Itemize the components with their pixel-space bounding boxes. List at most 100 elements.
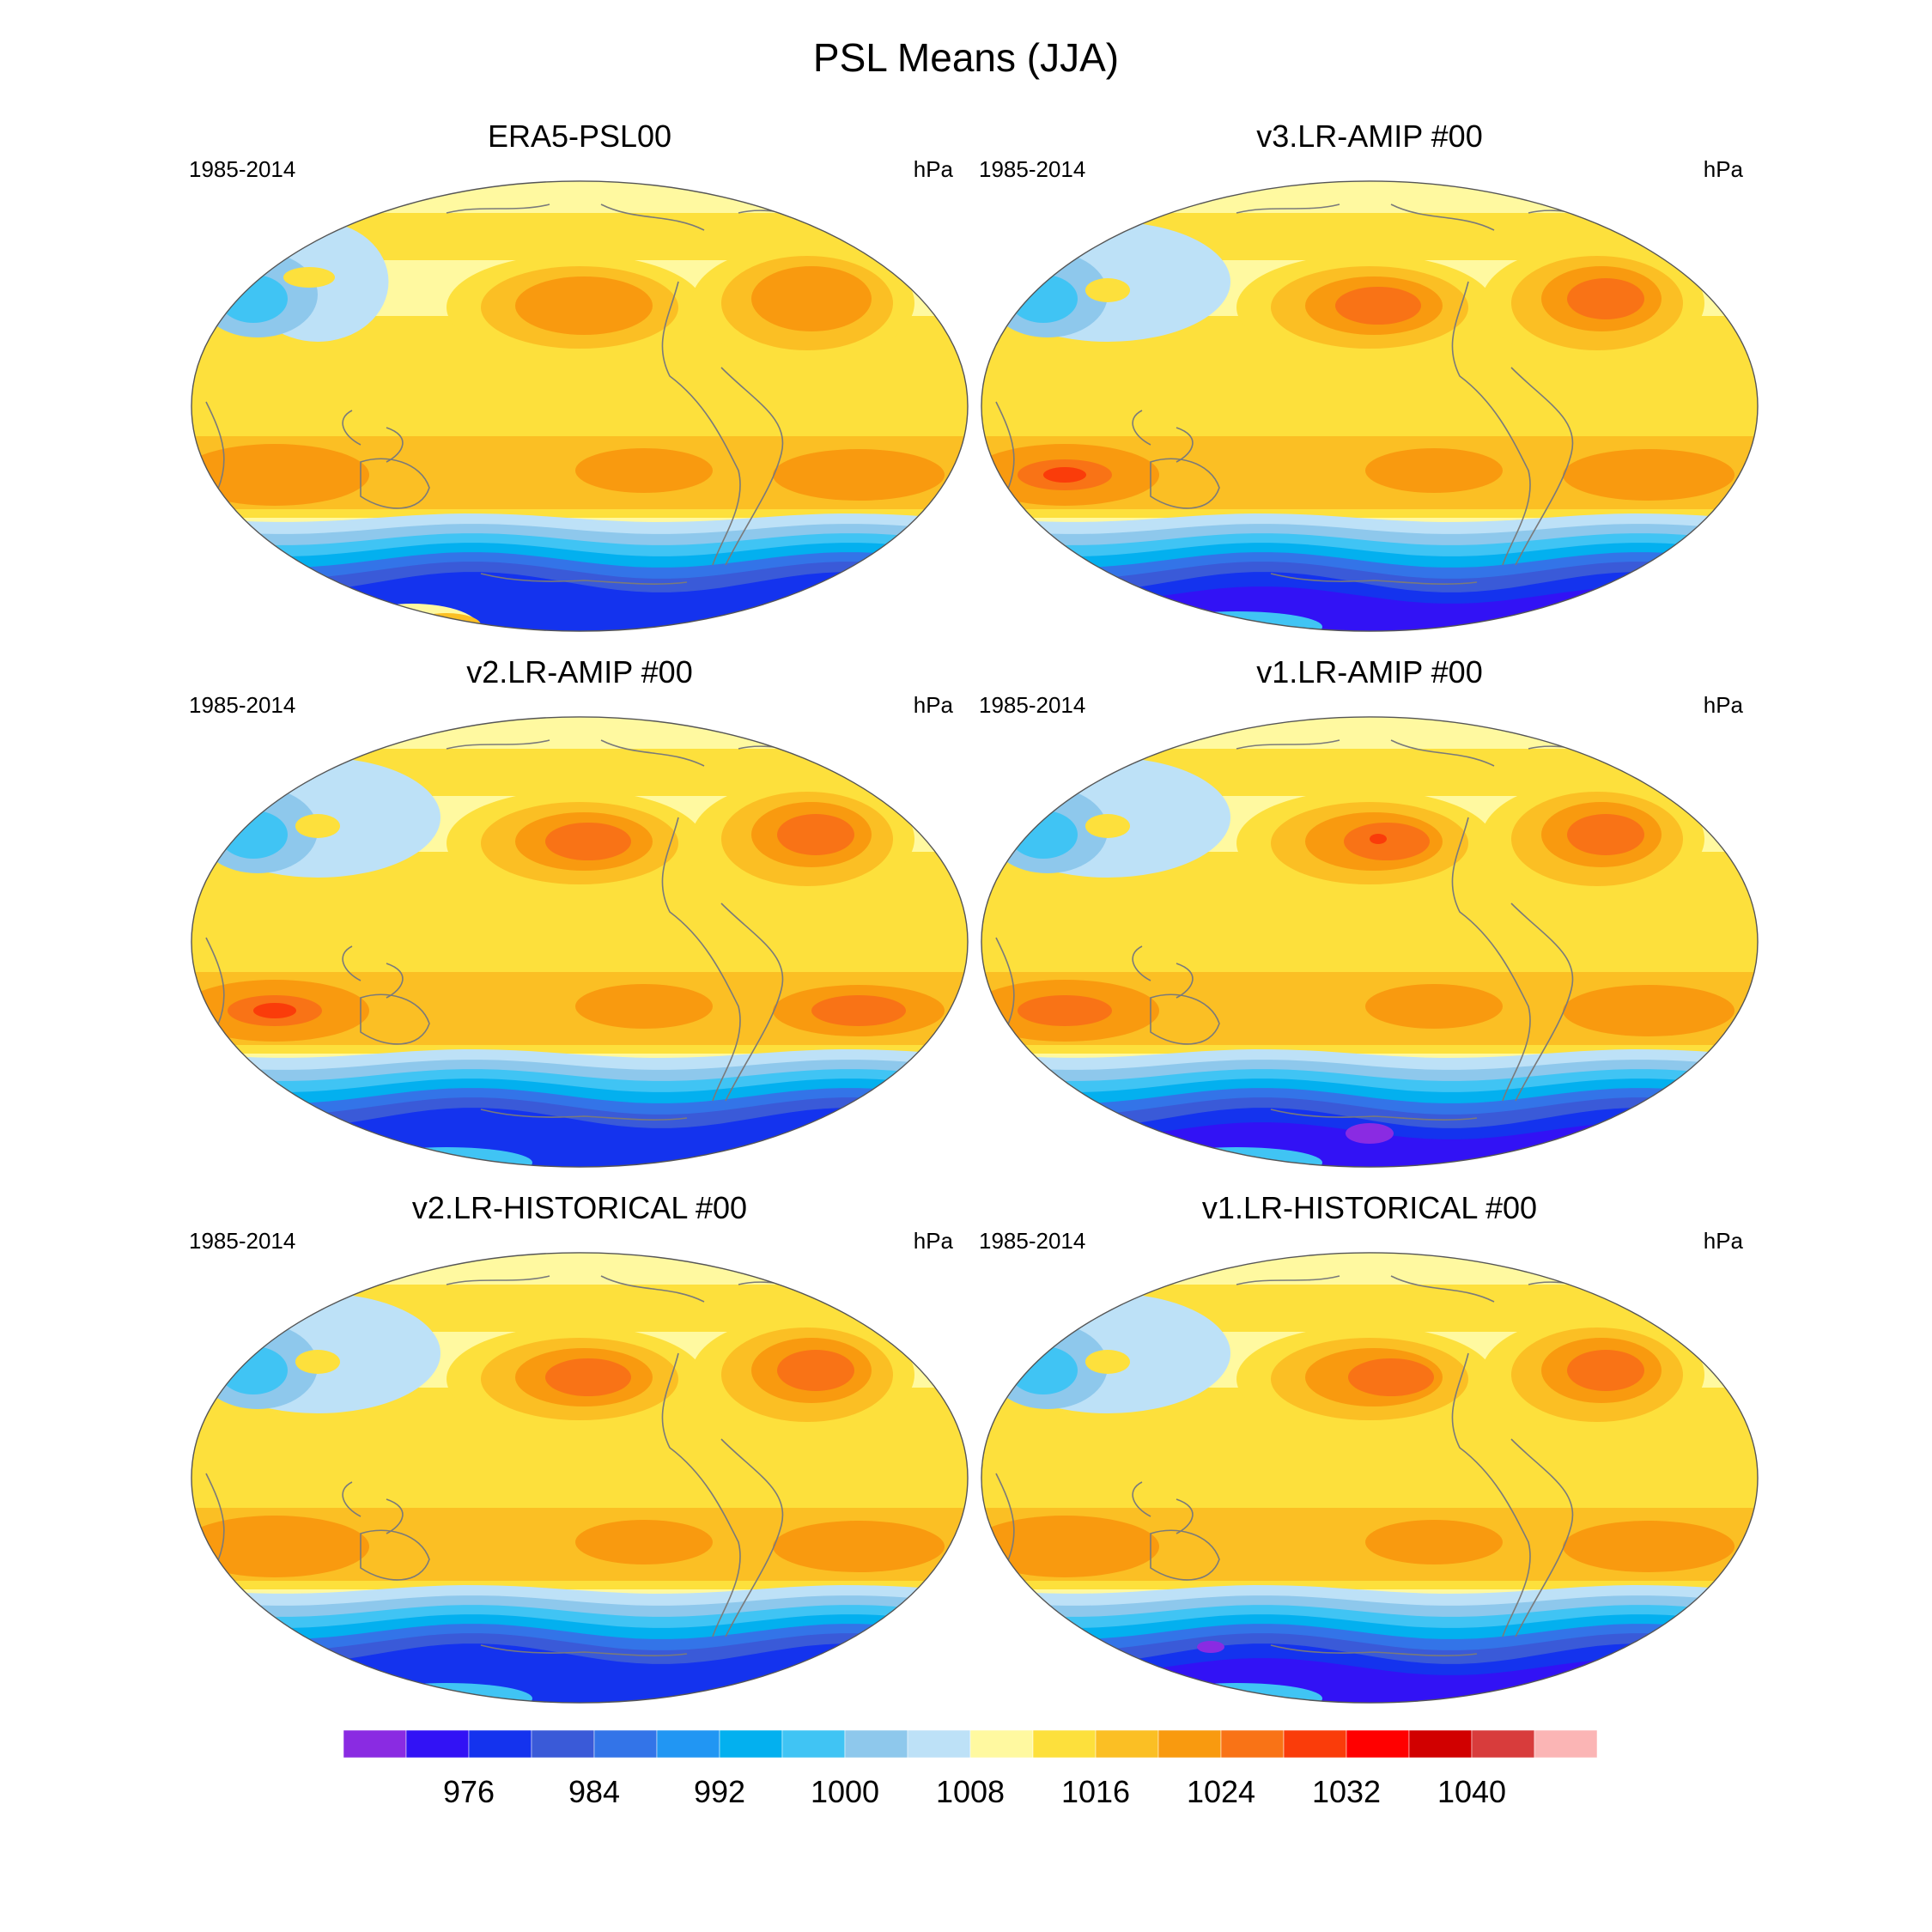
colorbar-swatch bbox=[1471, 1730, 1535, 1759]
north-atlantic-core bbox=[1567, 814, 1644, 855]
tibet-high bbox=[295, 814, 340, 838]
australia-coast bbox=[360, 993, 430, 1045]
panel-title: ERA5-PSL00 bbox=[487, 118, 672, 154]
world-map bbox=[981, 1252, 1759, 1704]
units-label: hPa bbox=[1703, 156, 1743, 182]
south-atlantic-high bbox=[773, 449, 945, 501]
panel-title: v3.LR-AMIP #00 bbox=[1256, 118, 1483, 154]
indian-ocean-high bbox=[981, 1516, 1159, 1577]
world-map bbox=[191, 180, 969, 632]
tibet-high bbox=[1085, 278, 1130, 302]
period-label: 1985-2014 bbox=[189, 1228, 296, 1254]
map-border bbox=[191, 1252, 969, 1704]
colorbar-tick-label: 984 bbox=[568, 1774, 620, 1809]
asian-low-core bbox=[219, 275, 288, 323]
africa-coast bbox=[995, 401, 1015, 497]
south-america-east-coast bbox=[720, 902, 784, 1102]
figure-title: PSL Means (JJA) bbox=[812, 35, 1120, 80]
africa-coast bbox=[205, 401, 225, 497]
indian-ocean-high bbox=[191, 1516, 369, 1577]
units-label: hPa bbox=[913, 692, 953, 718]
antarctic-coast bbox=[1270, 573, 1478, 585]
panel-title: v2.LR-HISTORICAL #00 bbox=[411, 1190, 748, 1225]
colorbar-swatch bbox=[719, 1730, 783, 1759]
colorbar-swatch bbox=[844, 1730, 908, 1759]
period-label: 1985-2014 bbox=[979, 156, 1086, 182]
south-america-east-coast bbox=[720, 1438, 784, 1637]
north-pacific-core bbox=[1335, 287, 1421, 325]
americas-west-coast bbox=[661, 1352, 741, 1637]
north-atlantic-core bbox=[777, 1350, 854, 1391]
australia-coast bbox=[360, 458, 430, 509]
map-border bbox=[191, 180, 969, 632]
north-atlantic-high-inner bbox=[751, 266, 872, 331]
asian-low-core bbox=[219, 811, 288, 859]
africa-coast bbox=[995, 937, 1015, 1033]
indian-ocean-core bbox=[1018, 995, 1112, 1026]
australia-coast bbox=[1150, 1529, 1220, 1581]
tibet-high bbox=[295, 1350, 340, 1374]
australia-coast bbox=[1150, 458, 1220, 509]
americas-west-coast bbox=[1451, 281, 1531, 566]
colorbar-swatch bbox=[1032, 1730, 1097, 1759]
north-pacific-core bbox=[1348, 1358, 1434, 1396]
period-label: 1985-2014 bbox=[189, 692, 296, 718]
colorbar-swatch bbox=[1157, 1730, 1222, 1759]
antarctic-coast bbox=[1270, 1644, 1478, 1656]
south-pacific-high bbox=[575, 984, 713, 1029]
africa-coast bbox=[205, 1473, 225, 1569]
africa-coast bbox=[995, 1473, 1015, 1569]
world-map bbox=[981, 716, 1759, 1168]
colorbar-swatch bbox=[656, 1730, 720, 1759]
tibet-high bbox=[283, 267, 335, 288]
world-map bbox=[191, 1252, 969, 1704]
colorbar-swatch bbox=[405, 1730, 470, 1759]
units-label: hPa bbox=[913, 1228, 953, 1254]
indian-ocean-high bbox=[191, 444, 369, 506]
north-atlantic-core bbox=[777, 814, 854, 855]
panel-title: v1.LR-HISTORICAL #00 bbox=[1201, 1190, 1538, 1225]
north-pacific-core bbox=[1344, 823, 1430, 860]
americas-west-coast bbox=[661, 281, 741, 566]
colorbar-tick-label: 1040 bbox=[1437, 1774, 1506, 1809]
map-border bbox=[981, 180, 1759, 632]
panel-v1-lr-historical: v1.LR-HISTORICAL #00 1985-2014 hPa bbox=[979, 1190, 1760, 1705]
colorbar-swatch bbox=[1095, 1730, 1159, 1759]
panel-v2-lr-amip: v2.LR-AMIP #00 1985-2014 hPa bbox=[189, 654, 970, 1170]
south-pacific-high bbox=[575, 448, 713, 493]
colorbar-swatch bbox=[781, 1730, 846, 1759]
southern-ocean-min bbox=[1197, 1641, 1224, 1653]
panel-v2-lr-historical: v2.LR-HISTORICAL #00 1985-2014 hPa bbox=[189, 1190, 970, 1705]
period-label: 1985-2014 bbox=[189, 156, 296, 182]
panel-title: v1.LR-AMIP #00 bbox=[1256, 654, 1483, 690]
colorbar-swatch bbox=[468, 1730, 532, 1759]
coastlines bbox=[205, 204, 842, 585]
tibet-high bbox=[1085, 814, 1130, 838]
period-label: 1985-2014 bbox=[979, 692, 1086, 718]
colorbar-swatch bbox=[907, 1730, 971, 1759]
south-pacific-high bbox=[575, 1520, 713, 1564]
colorbar-swatch bbox=[531, 1730, 595, 1759]
antarctic-coast bbox=[1270, 1109, 1478, 1121]
colorbar-tick-label: 1000 bbox=[811, 1774, 879, 1809]
asian-low-core bbox=[219, 1346, 288, 1394]
americas-west-coast bbox=[1451, 1352, 1531, 1637]
australia-coast bbox=[360, 1529, 430, 1581]
colorbar-tick-label: 976 bbox=[443, 1774, 495, 1809]
tibet-high bbox=[1085, 1350, 1130, 1374]
north-pacific-core bbox=[545, 823, 631, 860]
north-pacific-core bbox=[545, 1358, 631, 1396]
indian-ocean-peak bbox=[1043, 467, 1086, 483]
colorbar-tick-label: 1024 bbox=[1187, 1774, 1255, 1809]
colorbar-swatch bbox=[1220, 1730, 1285, 1759]
world-map bbox=[191, 716, 969, 1168]
map-border bbox=[191, 716, 969, 1168]
north-atlantic-core bbox=[1567, 1350, 1644, 1391]
americas-west-coast bbox=[1451, 817, 1531, 1102]
americas-west-coast bbox=[661, 817, 741, 1102]
units-label: hPa bbox=[913, 156, 953, 182]
colorbar: 976 984 992 1000 1008 1016 1024 1032 1040 bbox=[343, 1730, 1597, 1809]
south-america-east-coast bbox=[1510, 1438, 1574, 1637]
south-atlantic-high bbox=[1563, 449, 1735, 501]
world-map bbox=[981, 180, 1759, 632]
